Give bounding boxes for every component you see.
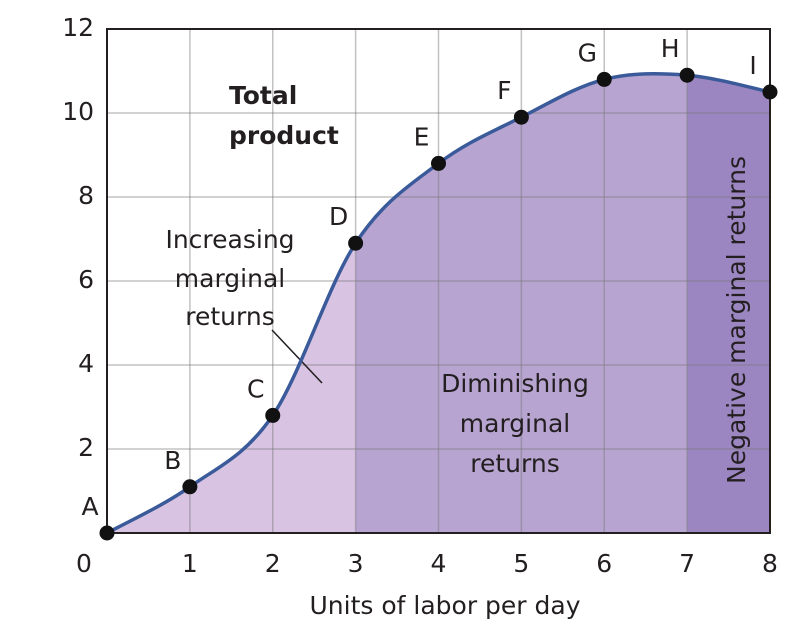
data-point [513,109,529,125]
x-tick-label: 0 [76,549,92,578]
data-point [99,525,115,541]
point-label: H [661,34,680,63]
x-tick-label: 4 [431,549,447,578]
total-product-line [106,72,771,535]
point-label: D [329,202,348,231]
data-point [182,479,198,495]
pointer-line [271,329,323,384]
plot-frame [106,28,771,534]
region-label: marginal [175,264,285,293]
x-axis-label: Units of labor per day [309,591,580,620]
point-label: E [414,122,430,151]
region-area [107,243,356,533]
data-point [348,235,364,251]
y-tick-label: 6 [78,265,94,294]
point-label: I [749,51,756,80]
x-tick-label: 7 [679,549,695,578]
point-label: B [164,446,181,475]
region-label: marginal [460,409,570,438]
point-label: C [247,374,264,403]
y-tick-label: 2 [78,433,94,462]
region-label: returns [185,302,274,331]
y-tick-label: 12 [62,13,94,42]
region-label: returns [470,449,559,478]
data-point [265,407,281,423]
region-label: Diminishing [441,369,589,398]
point-label: A [81,492,98,521]
region-area [355,73,688,533]
x-tick-label: 3 [348,549,364,578]
x-tick-label: 6 [596,549,612,578]
point-label: G [578,38,597,67]
x-tick-label: 8 [762,549,778,578]
region-area [687,75,770,533]
y-tick-label: 10 [62,97,94,126]
annotation: Total [229,81,297,110]
x-tick-label: 1 [182,549,198,578]
y-tick-label: 8 [78,181,94,210]
x-tick-label: 2 [265,549,281,578]
annotation: product [229,121,339,150]
x-tick-label: 5 [513,549,529,578]
data-point [431,155,446,171]
region-label: Negative marginal returns [722,156,751,484]
y-tick-label: 4 [78,349,94,378]
region-label: Increasing [165,225,294,254]
data-point [679,67,695,83]
data-point [596,71,612,87]
point-label: F [497,76,511,105]
data-point [762,84,778,100]
